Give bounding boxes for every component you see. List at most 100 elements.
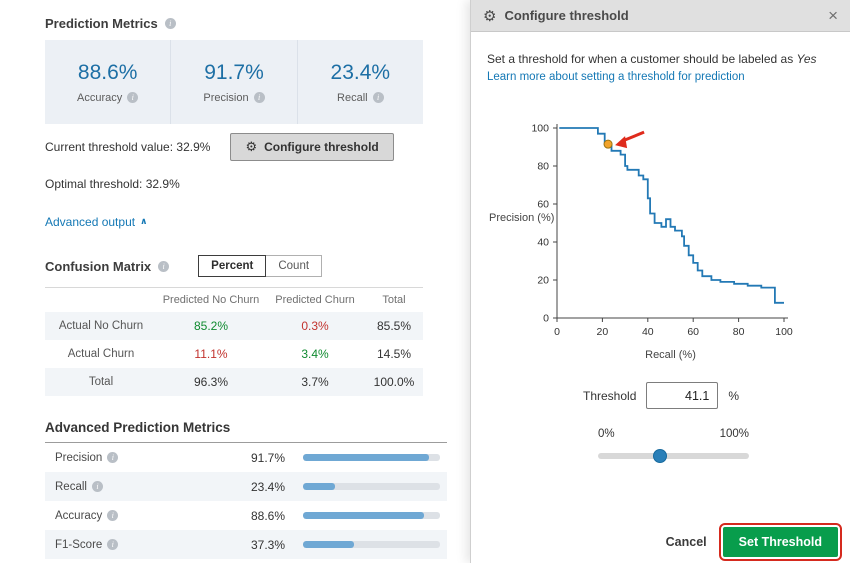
metric-bar-track <box>303 512 440 519</box>
confusion-cell-total: 100.0% <box>373 375 415 389</box>
metric-bar-fill <box>303 454 429 461</box>
page-title: Prediction Metrics <box>45 15 158 31</box>
row-label: Actual Churn <box>67 348 135 360</box>
metric-bar-fill <box>303 541 355 548</box>
list-item: Precision i 91.7% <box>45 443 447 472</box>
svg-text:20: 20 <box>597 326 609 338</box>
svg-text:Recall (%): Recall (%) <box>645 349 696 361</box>
metric-precision: 91.7% Precision i <box>170 40 296 124</box>
gear-icon: ⚙ <box>483 7 497 25</box>
precision-label: Precision <box>203 91 249 104</box>
info-icon[interactable]: i <box>253 92 265 103</box>
dialog-title: Configure threshold <box>504 8 629 23</box>
metric-value: 88.6% <box>250 508 285 523</box>
percent-count-toggle: Percent Count <box>198 255 323 277</box>
table-row: Actual Churn 11.1% 3.4% 14.5% <box>45 340 423 368</box>
configure-threshold-button[interactable]: ⚙ Configure threshold <box>230 133 394 161</box>
confusion-matrix-table: Predicted No Churn Predicted Churn Total… <box>45 287 423 396</box>
learn-more-link[interactable]: Learn more about setting a threshold for… <box>487 71 745 83</box>
confusion-cell: 3.4% <box>301 347 329 361</box>
info-icon[interactable]: i <box>91 481 103 492</box>
info-icon[interactable]: i <box>107 510 119 521</box>
metrics-summary: 88.6% Accuracy i 91.7% Precision i 23.4% R… <box>45 40 423 124</box>
confusion-header-row: Predicted No Churn Predicted Churn Total <box>45 288 423 312</box>
precision-value: 91.7% <box>204 60 264 84</box>
metric-bar-track <box>303 541 440 548</box>
toggle-count-button[interactable]: Count <box>265 255 323 277</box>
confusion-matrix-header: Confusion Matrix i Percent Count <box>45 255 450 277</box>
advanced-output-toggle[interactable]: Advanced output ∧ <box>45 215 147 229</box>
current-threshold-text: Current threshold value: 32.9% <box>45 140 211 154</box>
confusion-cell-total: 85.5% <box>376 319 412 333</box>
slider-max-label: 100% <box>719 428 749 440</box>
metric-recall: 23.4% Recall i <box>296 40 423 124</box>
set-threshold-button[interactable]: Set Threshold <box>718 523 843 561</box>
confusion-header-total: Total <box>382 294 406 306</box>
metric-label: Recall <box>55 480 87 493</box>
svg-text:0: 0 <box>554 326 560 338</box>
confusion-cell: 3.7% <box>301 375 329 389</box>
info-icon[interactable]: i <box>158 260 170 272</box>
chevron-up-icon: ∧ <box>140 215 148 226</box>
advanced-output-label: Advanced output <box>45 215 136 229</box>
table-row: Total 96.3% 3.7% 100.0% <box>45 368 423 396</box>
slider-min-label: 0% <box>598 428 615 440</box>
configure-threshold-dialog: ⚙ Configure threshold × Set a threshold … <box>470 0 850 563</box>
metric-value: 37.3% <box>250 537 285 552</box>
confusion-cell: 11.1% <box>194 347 228 361</box>
metric-label: Precision <box>55 451 103 464</box>
info-icon[interactable]: i <box>107 452 119 463</box>
list-item: Accuracy i 88.6% <box>45 501 447 530</box>
svg-text:80: 80 <box>733 326 745 338</box>
metric-bar-fill <box>303 512 425 519</box>
toggle-percent-button[interactable]: Percent <box>198 255 267 277</box>
current-threshold-row: Current threshold value: 32.9% ⚙ Configu… <box>45 133 450 161</box>
metric-bar-track <box>303 483 440 490</box>
svg-text:20: 20 <box>537 275 549 287</box>
confusion-cell: 0.3% <box>301 319 329 333</box>
info-icon[interactable]: i <box>372 92 384 103</box>
threshold-label: Threshold <box>583 388 637 403</box>
confusion-cell-total: 14.5% <box>376 347 412 361</box>
threshold-slider[interactable] <box>598 449 749 463</box>
chart-y-axis-label: Precision (%) <box>489 212 555 224</box>
accuracy-value: 88.6% <box>77 60 138 84</box>
metric-value: 91.7% <box>250 450 285 465</box>
metric-label: Accuracy <box>55 509 103 522</box>
metric-label: F1-Score <box>55 538 103 551</box>
confusion-cell: 85.2% <box>193 319 229 333</box>
threshold-input-row: Threshold % <box>583 382 739 409</box>
row-label: Actual No Churn <box>58 320 144 332</box>
table-row: Actual No Churn 85.2% 0.3% 85.5% <box>45 312 423 340</box>
svg-text:60: 60 <box>537 199 549 211</box>
precision-recall-chart: 0 20 40 60 80 100 0 20 40 60 80 100 Recall (%) <box>531 123 792 362</box>
recall-label: Recall <box>337 91 368 104</box>
svg-text:40: 40 <box>642 326 654 338</box>
section-title-row: Prediction Metrics i <box>45 15 450 31</box>
svg-text:100: 100 <box>531 123 549 135</box>
confusion-matrix-title: Confusion Matrix <box>45 258 152 274</box>
recall-value: 23.4% <box>330 60 391 84</box>
svg-text:80: 80 <box>537 161 549 173</box>
info-icon[interactable]: i <box>107 539 119 550</box>
confusion-header-predicted-no-churn: Predicted No Churn <box>162 294 260 306</box>
list-item: Recall i 23.4% <box>45 472 447 501</box>
configure-threshold-button-label: Configure threshold <box>264 140 379 154</box>
list-item: F1-Score i 37.3% <box>45 530 447 559</box>
gear-icon: ⚙ <box>245 139 258 154</box>
info-icon[interactable]: i <box>127 92 139 103</box>
slider-handle[interactable] <box>653 449 668 463</box>
prediction-metrics-panel: Prediction Metrics i 88.6% Accuracy i 91.… <box>45 15 450 559</box>
advanced-metrics-title: Advanced Prediction Metrics <box>45 420 447 443</box>
metric-value: 23.4% <box>250 479 285 494</box>
cancel-button[interactable]: Cancel <box>665 535 707 549</box>
close-icon[interactable]: × <box>828 6 838 25</box>
info-icon[interactable]: i <box>164 17 176 29</box>
optimal-threshold-text: Optimal threshold: 32.9% <box>45 177 180 191</box>
description-emphasis: Yes <box>796 52 817 66</box>
advanced-prediction-metrics: Advanced Prediction Metrics Precision i 9… <box>45 420 447 559</box>
metric-accuracy: 88.6% Accuracy i <box>45 40 170 124</box>
threshold-input[interactable] <box>646 382 719 409</box>
threshold-slider-group: 0% 100% <box>598 428 749 463</box>
description-text: Set a threshold for when a customer shou… <box>487 52 797 66</box>
